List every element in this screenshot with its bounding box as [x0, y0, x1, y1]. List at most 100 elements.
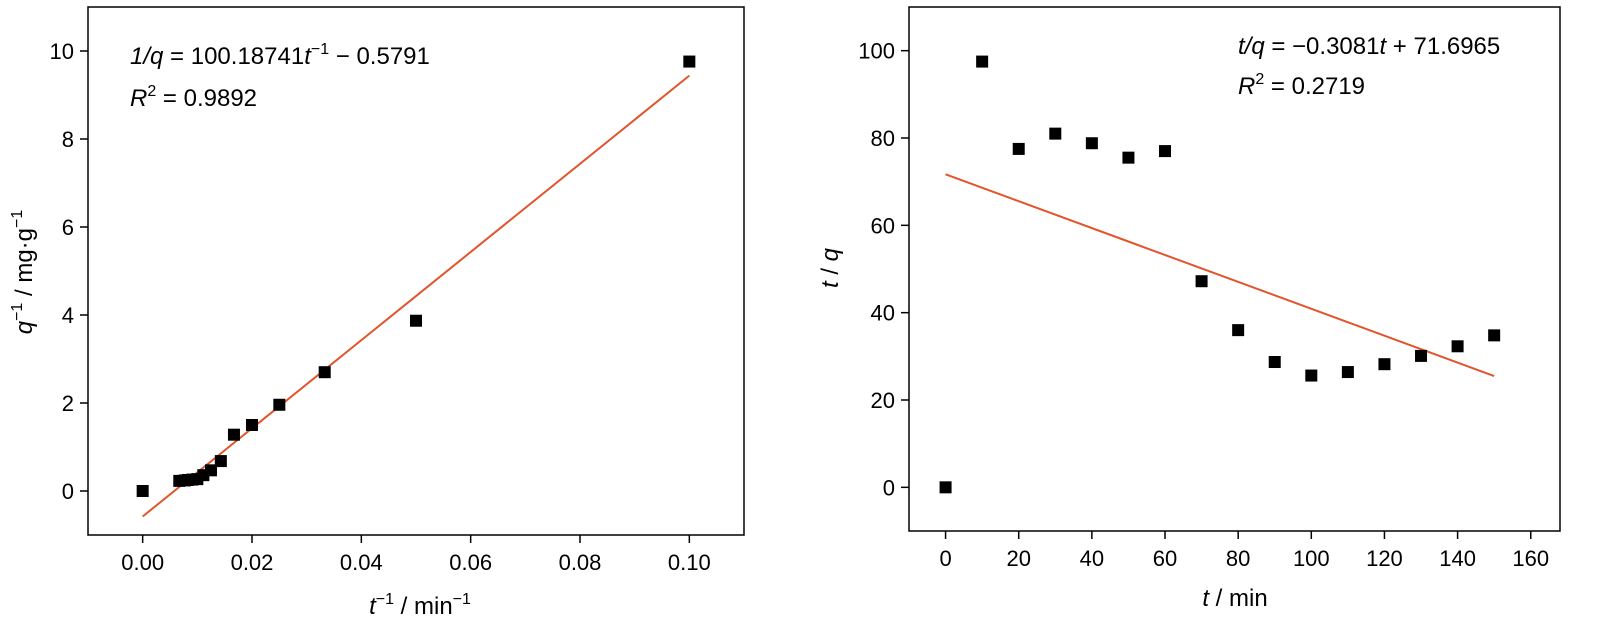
y-axis-label: t / q	[817, 247, 844, 288]
r2-sup: 2	[147, 83, 156, 100]
x-tick-label: 80	[1226, 546, 1250, 571]
data-point	[1305, 369, 1318, 382]
y-tick-label: 2	[62, 391, 74, 416]
y-tick-label: 40	[871, 301, 895, 326]
data-point	[939, 481, 952, 494]
data-point	[410, 314, 422, 327]
r2-sup: 2	[1255, 71, 1264, 88]
data-point	[1122, 151, 1135, 164]
r2-tail: = 0.9892	[156, 85, 257, 112]
x-label-sup: −1	[376, 591, 394, 608]
data-point	[1488, 329, 1501, 342]
eq-t: t	[304, 43, 312, 70]
eq-t: t	[1379, 33, 1387, 60]
y-label-var: q	[11, 320, 38, 334]
data-point	[205, 464, 217, 477]
x-axis-label: t / min	[1202, 585, 1267, 612]
data-point	[227, 428, 240, 441]
eq-sup: −1	[311, 41, 329, 58]
fit-equation: 1/q = 100.18741t−1 − 0.5791	[130, 41, 430, 70]
r-squared: R2 = 0.2719	[1238, 71, 1365, 100]
r2-tail: = 0.2719	[1264, 73, 1365, 100]
x-tick-label: 0.06	[449, 550, 492, 575]
x-tick-label: 0.10	[668, 550, 711, 575]
x-tick-label: 20	[1006, 546, 1030, 571]
x-label-unit-sup: −1	[453, 591, 471, 608]
fit-line	[142, 74, 690, 518]
y-tick-label: 20	[871, 388, 895, 413]
y-tick-label: 8	[62, 127, 74, 152]
fit-layer	[142, 74, 690, 518]
tick-marks	[901, 49, 1532, 539]
y-tick-label: 6	[62, 215, 74, 240]
x-tick-label: 0.04	[340, 550, 383, 575]
y-tick-label: 0	[883, 475, 895, 500]
x-tick-label: 120	[1366, 546, 1403, 571]
data-point	[1159, 145, 1172, 158]
x-tick-label: 40	[1080, 546, 1104, 571]
data-point	[1049, 127, 1062, 140]
y-tick-label: 80	[871, 126, 895, 151]
data-point	[1195, 275, 1208, 288]
plot-frame	[87, 6, 745, 536]
data-point	[1341, 366, 1354, 379]
y-tick-label: 100	[858, 39, 895, 64]
y-tick-label: 0	[62, 479, 74, 504]
data-point	[136, 485, 149, 497]
data-points	[939, 55, 1501, 494]
data-point	[1378, 358, 1391, 371]
y-tick-label: 10	[50, 39, 74, 64]
x-label-unit: / min	[394, 593, 453, 620]
data-point	[273, 398, 286, 411]
data-point	[1232, 324, 1245, 337]
eq-var: 1/q	[130, 43, 164, 70]
r2-var: R	[130, 85, 147, 112]
x-tick-label: 0.08	[559, 550, 602, 575]
tick-marks	[80, 50, 691, 543]
y-tick-label: 60	[871, 213, 895, 238]
eq-tail: − 0.5791	[329, 43, 430, 70]
x-tick-label: 140	[1439, 546, 1476, 571]
x-label-var: t	[1202, 585, 1210, 612]
x-tick-labels: 0.00 0.02 0.04 0.06 0.08 0.10	[121, 550, 710, 575]
x-label-unit: / min	[1209, 585, 1268, 612]
x-axis-label: t−1 / min−1	[369, 591, 471, 620]
data-point	[318, 366, 331, 379]
data-point	[1451, 340, 1464, 353]
data-points	[136, 55, 696, 497]
data-point	[1085, 137, 1098, 150]
eq-mid: = 100.18741	[163, 43, 304, 70]
x-tick-label: 100	[1293, 546, 1330, 571]
y-label-unit: /	[817, 261, 844, 281]
x-tick-labels: 0 20 40 60 80 100 120 140 160	[939, 546, 1549, 571]
data-point	[1012, 142, 1025, 155]
x-tick-label: 0.02	[231, 550, 274, 575]
y-label-var2: q	[817, 247, 844, 261]
data-point	[246, 419, 258, 431]
eq-tail: + 71.6965	[1386, 33, 1500, 60]
x-tick-label: 60	[1153, 546, 1177, 571]
y-label-var: t	[817, 280, 844, 288]
x-label-var: t	[369, 593, 377, 620]
fit-line	[945, 173, 1495, 378]
eq-mid: = −0.3081	[1265, 33, 1380, 60]
r-squared: R2 = 0.9892	[130, 83, 257, 112]
data-point	[976, 55, 989, 68]
data-point	[1415, 349, 1428, 362]
data-point	[683, 55, 696, 68]
fit-layer	[945, 173, 1495, 378]
y-tick-labels: 0 2 4 6 8 10	[50, 39, 74, 504]
r2-var: R	[1238, 73, 1255, 100]
fit-equation: t/q = −0.3081t + 71.6965	[1238, 33, 1500, 60]
chart-left: 0.00 0.02 0.04 0.06 0.08 0.10 0 2 4 6 8 10 1/q = 1…	[9, 6, 745, 620]
x-tick-label: 160	[1512, 546, 1549, 571]
y-axis-label: q−1 / mg·g−1	[9, 210, 38, 335]
y-label-unit-sup: −1	[9, 210, 26, 228]
y-tick-label: 4	[62, 303, 74, 328]
plot-frame	[908, 6, 1561, 532]
eq-var: t/q	[1238, 33, 1265, 60]
x-tick-label: 0.00	[121, 550, 164, 575]
data-point	[214, 455, 227, 468]
